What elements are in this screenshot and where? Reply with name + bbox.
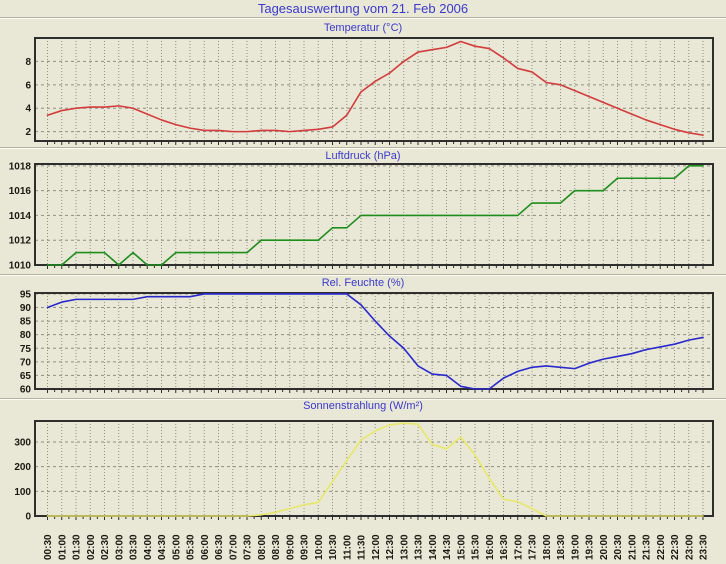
svg-text:1018: 1018 [9, 162, 32, 172]
svg-text:12:30: 12:30 [385, 534, 396, 560]
pressure-chart-title: Luftdruck (hPa) [325, 150, 401, 162]
svg-text:14:00: 14:00 [428, 534, 439, 560]
svg-text:03:30: 03:30 [129, 534, 140, 560]
svg-text:06:00: 06:00 [200, 534, 211, 560]
svg-text:07:30: 07:30 [243, 534, 254, 560]
svg-text:09:30: 09:30 [300, 534, 311, 560]
svg-text:05:30: 05:30 [186, 534, 197, 560]
svg-text:02:30: 02:30 [100, 534, 111, 560]
svg-text:11:00: 11:00 [342, 535, 353, 560]
svg-text:13:30: 13:30 [414, 534, 425, 560]
svg-text:16:00: 16:00 [485, 534, 496, 560]
svg-text:00:30: 00:30 [43, 534, 54, 560]
svg-text:18:30: 18:30 [556, 534, 567, 560]
svg-text:01:30: 01:30 [72, 534, 83, 560]
svg-text:02:00: 02:00 [86, 534, 97, 560]
svg-text:11:30: 11:30 [357, 535, 368, 560]
svg-text:15:00: 15:00 [456, 534, 467, 560]
svg-text:95: 95 [20, 290, 32, 300]
panel-divider [0, 398, 726, 400]
svg-text:300: 300 [14, 437, 31, 448]
svg-text:04:30: 04:30 [157, 534, 168, 560]
temperature-chart-title: Temperatur (°C) [323, 22, 403, 34]
humidity-chart: 60 65 70 75 80 85 90 95 [20, 290, 714, 396]
svg-text:75: 75 [20, 344, 32, 355]
pressure-chart: 1010 1012 1014 1016 1018 [9, 162, 714, 272]
svg-text:08:00: 08:00 [257, 534, 268, 560]
svg-text:15:30: 15:30 [471, 534, 482, 560]
svg-text:09:00: 09:00 [285, 534, 296, 560]
svg-text:08:30: 08:30 [271, 534, 282, 560]
svg-text:22:30: 22:30 [670, 534, 681, 560]
svg-text:12:00: 12:00 [371, 534, 382, 560]
svg-text:2: 2 [25, 127, 31, 138]
temperature-chart: 2 4 6 8 [25, 37, 714, 145]
svg-text:13:00: 13:00 [399, 534, 410, 560]
svg-text:01:00: 01:00 [57, 534, 68, 560]
svg-text:65: 65 [20, 371, 32, 382]
svg-text:17:00: 17:00 [513, 534, 524, 560]
svg-text:19:00: 19:00 [570, 534, 581, 560]
svg-text:8: 8 [25, 57, 31, 68]
svg-text:60: 60 [20, 385, 32, 396]
svg-text:20:30: 20:30 [613, 534, 624, 560]
page-title: Tagesauswertung vom 21. Feb 2006 [257, 1, 469, 16]
svg-text:19:30: 19:30 [585, 534, 596, 560]
svg-text:04:00: 04:00 [143, 534, 154, 560]
svg-text:80: 80 [20, 330, 32, 341]
radiation-chart-title: Sonnenstrahlung (W/m²) [303, 400, 423, 412]
humidity-chart-title: Rel. Feuchte (%) [321, 277, 405, 289]
svg-text:6: 6 [25, 80, 31, 91]
panel-divider [0, 147, 726, 149]
svg-text:10:00: 10:00 [314, 534, 325, 560]
svg-text:18:00: 18:00 [542, 534, 553, 560]
svg-text:100: 100 [14, 487, 31, 498]
svg-text:20:00: 20:00 [599, 534, 610, 560]
svg-text:14:30: 14:30 [442, 534, 453, 560]
svg-text:85: 85 [20, 317, 32, 328]
svg-text:23:00: 23:00 [684, 534, 695, 560]
svg-text:70: 70 [20, 357, 32, 368]
svg-text:1016: 1016 [9, 186, 32, 197]
svg-text:0: 0 [25, 512, 31, 523]
svg-text:1014: 1014 [9, 211, 32, 222]
svg-text:03:00: 03:00 [114, 534, 125, 560]
svg-text:1010: 1010 [9, 261, 32, 272]
svg-text:21:30: 21:30 [642, 534, 653, 560]
radiation-chart: 0 100 200 300 00:30 01:00 01:30 02:00 02:30 03:00… [14, 420, 714, 560]
svg-text:10:30: 10:30 [328, 534, 339, 560]
svg-text:1012: 1012 [9, 236, 32, 247]
svg-text:200: 200 [14, 462, 31, 473]
svg-text:06:30: 06:30 [214, 534, 225, 560]
svg-text:23:30: 23:30 [699, 534, 710, 560]
svg-text:90: 90 [20, 303, 32, 314]
svg-text:17:30: 17:30 [528, 534, 539, 560]
svg-text:16:30: 16:30 [499, 534, 510, 560]
svg-text:22:00: 22:00 [656, 534, 667, 560]
svg-text:07:00: 07:00 [228, 534, 239, 560]
svg-text:05:00: 05:00 [171, 534, 182, 560]
panel-divider [0, 274, 726, 276]
svg-text:4: 4 [25, 104, 31, 115]
svg-text:21:00: 21:00 [627, 534, 638, 560]
header-divider [0, 17, 726, 19]
